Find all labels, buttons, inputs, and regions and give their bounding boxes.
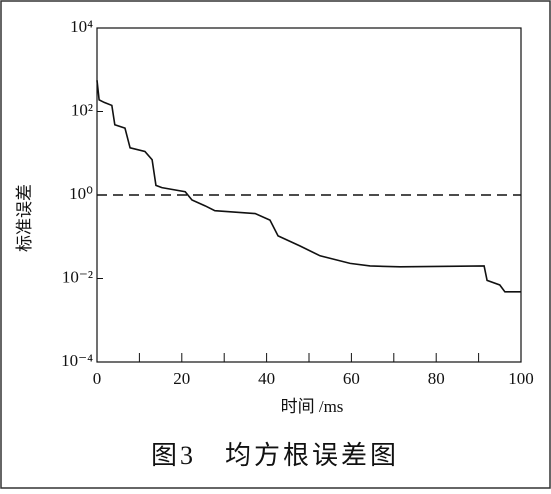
- y-tick-label: 10⁴: [70, 17, 93, 36]
- y-tick-label: 10⁻²: [62, 267, 93, 286]
- data-line: [96, 80, 521, 293]
- x-tick-label: 80: [428, 369, 445, 388]
- x-tick-label: 0: [93, 369, 102, 388]
- y-tick-label: 10⁻⁴: [61, 351, 93, 370]
- y-tick-label: 10⁰: [69, 184, 93, 203]
- x-tick-label: 60: [343, 369, 360, 388]
- x-tick-label: 40: [258, 369, 275, 388]
- x-tick-label: 20: [173, 369, 190, 388]
- y-tick-label: 10²: [71, 100, 93, 119]
- y-axis-label: 标准误差: [15, 184, 34, 252]
- x-tick-label: 100: [508, 369, 534, 388]
- caption: 图3 均方根误差图: [151, 441, 399, 470]
- x-axis-label: 时间 /ms: [281, 397, 344, 416]
